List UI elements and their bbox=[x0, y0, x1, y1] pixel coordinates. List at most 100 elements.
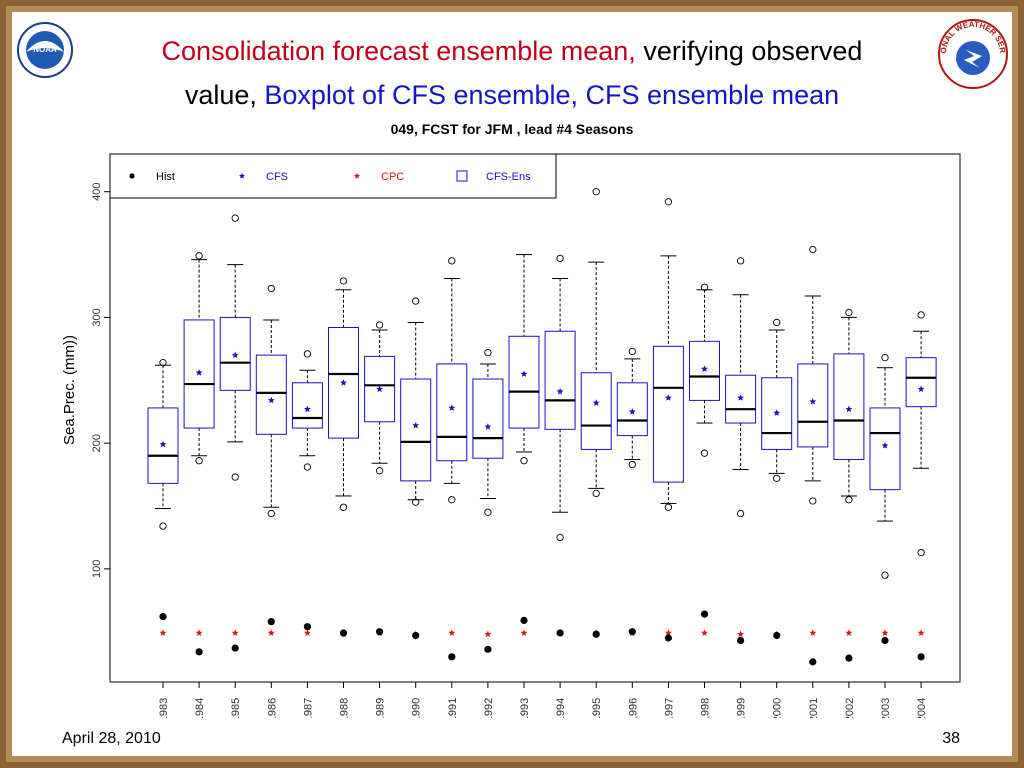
slide: NOAA NATIONAL WEATHER SERVICE Consolidat… bbox=[12, 12, 1012, 756]
outlier-point bbox=[845, 308, 853, 317]
boxplot-1997 bbox=[652, 198, 684, 511]
x-tick-label: 2002 bbox=[844, 698, 856, 718]
cfs-point bbox=[773, 409, 781, 416]
outlier-point bbox=[592, 188, 600, 196]
boxplot-1985 bbox=[219, 214, 251, 481]
outlier-point bbox=[339, 277, 348, 285]
slide-title-line-1: Consolidation forecast ensemble mean, ve… bbox=[12, 34, 1012, 68]
outlier-point bbox=[736, 257, 745, 265]
x-tick-label: 1988 bbox=[339, 698, 351, 718]
cfs-point bbox=[556, 388, 564, 395]
cpc-point bbox=[664, 629, 672, 636]
hist-point bbox=[195, 648, 203, 656]
outlier-point bbox=[375, 467, 384, 475]
legend-cfs-ens-marker bbox=[456, 170, 468, 182]
x-tick-label: 2000 bbox=[772, 698, 784, 718]
x-tick-label: 1986 bbox=[266, 698, 278, 718]
hist-point bbox=[339, 629, 348, 637]
chart-title: 049, FCST for JFM , lead #4 Seasons bbox=[391, 121, 634, 137]
cpc-point bbox=[917, 629, 925, 636]
boxplots bbox=[147, 188, 937, 579]
cpc-point bbox=[448, 629, 456, 636]
box-iqr bbox=[255, 354, 287, 435]
cpc-point bbox=[845, 629, 853, 636]
outlier-point bbox=[628, 347, 636, 356]
outlier-point bbox=[267, 284, 275, 293]
title-consolidation: Consolidation forecast ensemble mean, bbox=[161, 36, 644, 66]
footer-date: April 28, 2010 bbox=[62, 730, 161, 747]
x-tick-label: 1998 bbox=[700, 698, 712, 718]
hist-point bbox=[881, 636, 889, 645]
cfs-point bbox=[484, 423, 492, 430]
outlier-point bbox=[159, 522, 167, 530]
cfs-point bbox=[376, 385, 384, 392]
legend-cpc-marker bbox=[353, 172, 361, 179]
cpc-point bbox=[737, 630, 745, 638]
noaa-logo-text: NOAA bbox=[33, 45, 57, 54]
legend-label: CFS bbox=[266, 171, 288, 183]
outlier-point bbox=[700, 283, 709, 291]
cfs-point bbox=[917, 385, 925, 392]
cfs-point bbox=[701, 365, 708, 372]
x-tick-label: 1984 bbox=[194, 698, 206, 718]
outlier-point bbox=[520, 457, 528, 465]
x-tick-label: 2001 bbox=[808, 698, 820, 718]
cpc-point bbox=[809, 629, 817, 636]
cpc-point bbox=[159, 629, 167, 636]
boxplot-1994 bbox=[544, 254, 576, 542]
hist-point bbox=[664, 634, 673, 642]
box-iqr bbox=[472, 378, 504, 459]
outlier-point bbox=[845, 496, 853, 504]
x-tick-label: 1997 bbox=[663, 698, 675, 718]
hist-point bbox=[484, 645, 492, 653]
cpc-point bbox=[267, 629, 275, 636]
outlier-point bbox=[628, 460, 636, 469]
outlier-point bbox=[267, 509, 275, 518]
page-number: 38 bbox=[942, 730, 960, 747]
box-iqr bbox=[544, 330, 576, 430]
y-axis-label: Sea.Prec. (mm)) bbox=[61, 335, 78, 445]
slide-title-line-2: value, Boxplot of CFS ensemble, CFS ense… bbox=[12, 78, 1012, 112]
boxplot-1999 bbox=[725, 257, 757, 518]
outlier-point bbox=[773, 318, 781, 327]
x-tick-label: 1992 bbox=[483, 698, 495, 718]
box-iqr bbox=[869, 407, 901, 491]
boxplot-1993 bbox=[508, 254, 540, 465]
box-iqr bbox=[905, 357, 937, 408]
box-iqr bbox=[291, 382, 323, 429]
outlier-point bbox=[700, 449, 709, 457]
x-tick-label: 1994 bbox=[555, 698, 567, 718]
legend-box bbox=[109, 153, 557, 199]
hist-point bbox=[773, 631, 781, 640]
boxplot-1991 bbox=[436, 257, 468, 504]
cpc-point bbox=[701, 629, 708, 636]
box-iqr bbox=[436, 363, 468, 462]
hist-point bbox=[592, 630, 600, 638]
legend-label: CFS-Ens bbox=[486, 171, 531, 183]
y-tick-label: 200 bbox=[91, 434, 103, 452]
outlier-point bbox=[556, 533, 564, 542]
outlier-point bbox=[231, 214, 239, 222]
hist-point bbox=[556, 629, 564, 637]
cpc-point bbox=[520, 629, 528, 636]
x-tick-label: 1991 bbox=[447, 698, 459, 718]
outlier-point bbox=[736, 509, 745, 518]
y-tick-label: 400 bbox=[91, 183, 103, 201]
outlier-point bbox=[664, 198, 673, 206]
cfs-point bbox=[520, 370, 528, 377]
box-iqr bbox=[833, 353, 865, 460]
cfs-point bbox=[412, 421, 420, 429]
boxplot-2002 bbox=[833, 308, 865, 504]
boxplot-chart: 049, FCST for JFM , lead #4 Seasons Sea.… bbox=[61, 121, 961, 718]
legend: Hist CFS CPC CFS-Ens bbox=[109, 153, 557, 199]
cpc-point bbox=[484, 630, 492, 638]
hist-point bbox=[231, 644, 239, 652]
legend-hist-marker bbox=[129, 173, 135, 179]
cfs-point bbox=[340, 379, 347, 386]
hist-point bbox=[845, 654, 853, 662]
x-tick-label: 2003 bbox=[880, 698, 892, 718]
cfs-point bbox=[592, 399, 600, 406]
outlier-point bbox=[303, 350, 312, 358]
cfs-point bbox=[845, 405, 853, 413]
x-tick-label: 2004 bbox=[916, 698, 928, 718]
